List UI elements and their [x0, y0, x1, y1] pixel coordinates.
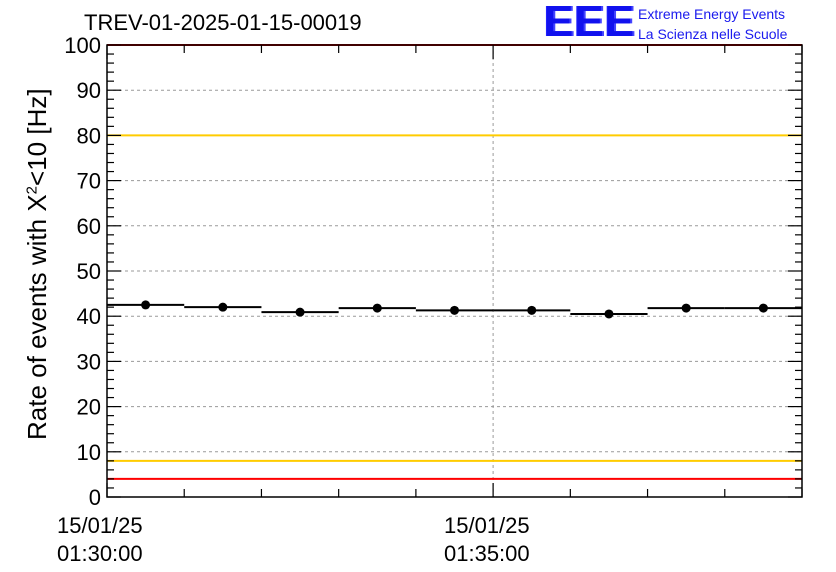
x-tick-date: 15/01/25: [444, 513, 530, 538]
data-point: [141, 300, 151, 310]
data-point: [527, 305, 537, 315]
y-tick-label: 40: [77, 304, 101, 329]
x-tick-label-mid: 15/01/25 01:35:00: [444, 512, 530, 568]
y-tick-label: 50: [77, 259, 101, 284]
eee-logo-mark: EEE: [544, 0, 636, 46]
y-axis-label-suffix: <10 [Hz]: [22, 88, 52, 186]
logo-line-2: La Scienza nelle Scuole: [638, 26, 788, 42]
y-tick-label: 0: [89, 485, 101, 510]
logo-line-1: Extreme Energy Events: [638, 6, 786, 22]
y-tick-label: 20: [77, 395, 101, 420]
x-tick-date: 15/01/25: [57, 513, 143, 538]
y-tick-label: 80: [77, 123, 101, 148]
y-tick-label: 60: [77, 214, 101, 239]
y-axis-label: Rate of events with X2<10 [Hz]: [22, 88, 53, 440]
data-point: [450, 305, 459, 315]
x-tick-label-start: 15/01/25 01:30:00: [57, 512, 143, 568]
y-tick-label: 10: [77, 440, 101, 465]
x-tick-time: 01:30:00: [57, 541, 143, 566]
y-axis-label-prefix: Rate of events with X: [22, 194, 52, 440]
data-point: [758, 303, 768, 313]
y-tick-label: 90: [77, 78, 101, 103]
data-point: [681, 303, 691, 313]
y-tick-label: 100: [64, 33, 101, 58]
y-tick-label: 30: [77, 349, 101, 374]
y-axis-label-sup: 2: [23, 185, 41, 195]
data-point: [372, 303, 382, 313]
x-tick-time: 01:35:00: [444, 541, 530, 566]
data-point: [604, 309, 614, 319]
run-title: TREV-01-2025-01-15-00019: [84, 10, 362, 35]
data-point: [295, 307, 305, 317]
data-point: [218, 302, 228, 312]
y-tick-label: 70: [77, 169, 101, 194]
